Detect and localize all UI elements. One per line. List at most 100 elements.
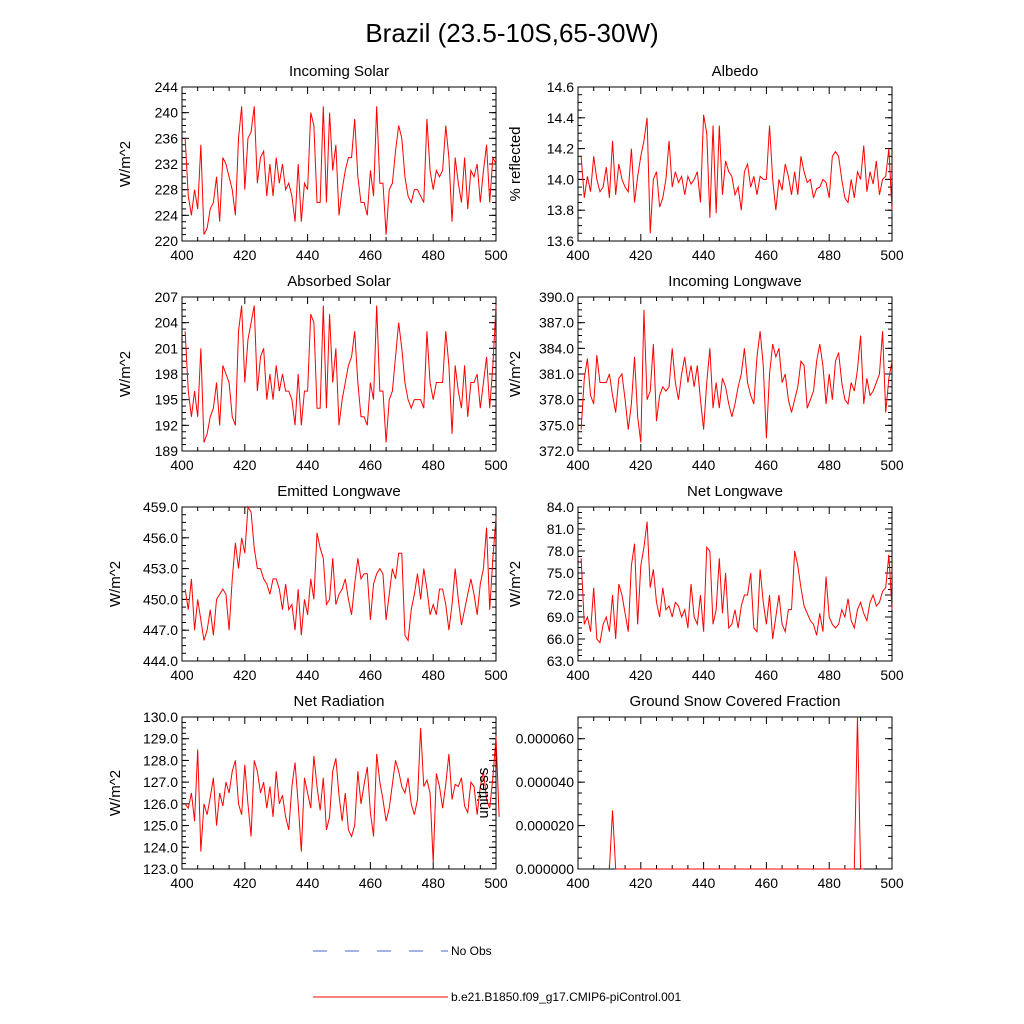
panel-3: Absorbed Solar W/m^2 400 420 440 460 480 500 189… <box>117 273 508 473</box>
x-tick-label: 460 <box>359 667 383 683</box>
y-tick-label: 72.0 <box>547 587 574 603</box>
x-tick-label: 460 <box>359 875 383 891</box>
x-tick-label: 460 <box>755 875 779 891</box>
x-tick-label: 420 <box>629 875 653 891</box>
x-tick-label: 500 <box>484 875 508 891</box>
y-tick-label: 75.0 <box>547 565 574 581</box>
x-tick-label: 480 <box>422 457 446 473</box>
panel-title: Incoming Solar <box>289 63 389 80</box>
legend: No Obs b.e21.B1850.f09_g17.CMIP6-piContr… <box>313 944 681 1004</box>
y-tick-label: 189 <box>155 443 179 459</box>
y-tick-label: 381.0 <box>539 366 574 382</box>
x-tick-label: 400 <box>566 667 590 683</box>
y-tick-label: 0.000040 <box>516 774 575 790</box>
y-axis-label: W/m^2 <box>107 770 124 816</box>
y-tick-label: 220 <box>155 233 179 249</box>
series-line <box>184 505 497 642</box>
x-tick-label: 480 <box>818 247 842 263</box>
y-tick-label: 124.0 <box>143 839 178 855</box>
x-tick-label: 420 <box>629 667 653 683</box>
y-axis-label: W/m^2 <box>507 351 524 397</box>
panel-title: Ground Snow Covered Fraction <box>630 693 841 710</box>
y-tick-label: 130.0 <box>143 709 178 725</box>
x-tick-label: 440 <box>296 667 320 683</box>
x-tick-label: 500 <box>484 247 508 263</box>
x-tick-label: 500 <box>880 667 904 683</box>
y-tick-label: 129.0 <box>143 731 178 747</box>
y-tick-label: 14.0 <box>547 171 574 187</box>
x-tick-label: 500 <box>880 875 904 891</box>
y-tick-label: 459.0 <box>143 499 178 515</box>
x-tick-label: 500 <box>880 247 904 263</box>
panel-title: Net Longwave <box>687 483 783 500</box>
panel-title: Absorbed Solar <box>287 273 390 290</box>
y-tick-label: 14.2 <box>547 141 574 157</box>
figure-title: Brazil (23.5-10S,65-30W) <box>365 18 658 48</box>
y-tick-label: 236 <box>155 130 179 146</box>
x-tick-label: 460 <box>359 247 383 263</box>
legend-label-obs: No Obs <box>451 944 492 958</box>
x-tick-label: 440 <box>296 247 320 263</box>
y-tick-label: 63.0 <box>547 653 574 669</box>
y-tick-label: 228 <box>155 182 179 198</box>
x-tick-label: 500 <box>880 457 904 473</box>
x-tick-label: 420 <box>629 457 653 473</box>
y-tick-label: 14.4 <box>547 110 574 126</box>
x-tick-label: 440 <box>692 875 716 891</box>
x-tick-label: 420 <box>233 667 257 683</box>
x-tick-label: 460 <box>755 247 779 263</box>
x-tick-label: 440 <box>692 457 716 473</box>
x-tick-label: 500 <box>484 667 508 683</box>
panel-4: Incoming Longwave W/m^2 400 420 440 460 480 500… <box>507 273 904 473</box>
series-line <box>580 114 893 234</box>
y-tick-label: 126.0 <box>143 796 178 812</box>
y-tick-label: 387.0 <box>539 315 574 331</box>
x-tick-label: 500 <box>484 457 508 473</box>
x-tick-label: 400 <box>170 875 194 891</box>
plot-frame <box>577 296 893 452</box>
panel-1: Incoming Solar W/m^2 400 420 440 460 480 500 220… <box>117 63 508 263</box>
plot-frame <box>577 86 893 242</box>
y-tick-label: 123.0 <box>143 861 178 877</box>
y-tick-label: 453.0 <box>143 561 178 577</box>
panel-title: Incoming Longwave <box>668 273 801 290</box>
panel-7: Net Radiation W/m^2 400 420 440 460 480 500 123.… <box>107 693 508 891</box>
panel-5: Emitted Longwave W/m^2 400 420 440 460 480 500 4… <box>107 483 508 683</box>
y-tick-label: 192 <box>155 417 179 433</box>
y-tick-label: 447.0 <box>143 622 178 638</box>
y-tick-label: 0.000060 <box>516 731 575 747</box>
y-axis-label: W/m^2 <box>107 561 124 607</box>
x-tick-label: 480 <box>422 875 446 891</box>
series-line <box>184 727 500 863</box>
x-tick-label: 460 <box>755 457 779 473</box>
y-tick-label: 13.8 <box>547 202 574 218</box>
x-tick-label: 420 <box>233 247 257 263</box>
panel-title: Net Radiation <box>294 693 385 710</box>
x-tick-label: 400 <box>566 875 590 891</box>
y-tick-label: 127.0 <box>143 774 178 790</box>
x-tick-label: 460 <box>755 667 779 683</box>
y-tick-label: 81.0 <box>547 521 574 537</box>
y-tick-label: 240 <box>155 105 179 121</box>
x-tick-label: 400 <box>566 247 590 263</box>
y-tick-label: 444.0 <box>143 653 178 669</box>
x-tick-label: 480 <box>818 667 842 683</box>
series-line <box>184 305 497 443</box>
y-tick-label: 384.0 <box>539 340 574 356</box>
y-tick-label: 378.0 <box>539 392 574 408</box>
x-tick-label: 420 <box>233 875 257 891</box>
y-tick-label: 14.6 <box>547 79 574 95</box>
x-tick-label: 400 <box>170 457 194 473</box>
x-tick-label: 400 <box>170 247 194 263</box>
legend-label-model: b.e21.B1850.f09_g17.CMIP6-piControl.001 <box>451 990 681 1004</box>
y-tick-label: 69.0 <box>547 609 574 625</box>
panel-title: Albedo <box>712 63 759 80</box>
plot-frame <box>577 506 893 662</box>
plot-frame <box>577 716 893 870</box>
panels: Incoming Solar W/m^2 400 420 440 460 480 500 220… <box>107 63 904 891</box>
y-tick-label: 390.0 <box>539 289 574 305</box>
panel-2: Albedo % reflected 400 420 440 460 480 500 13.6 1… <box>507 63 904 263</box>
x-tick-label: 480 <box>422 247 446 263</box>
x-tick-label: 440 <box>296 457 320 473</box>
